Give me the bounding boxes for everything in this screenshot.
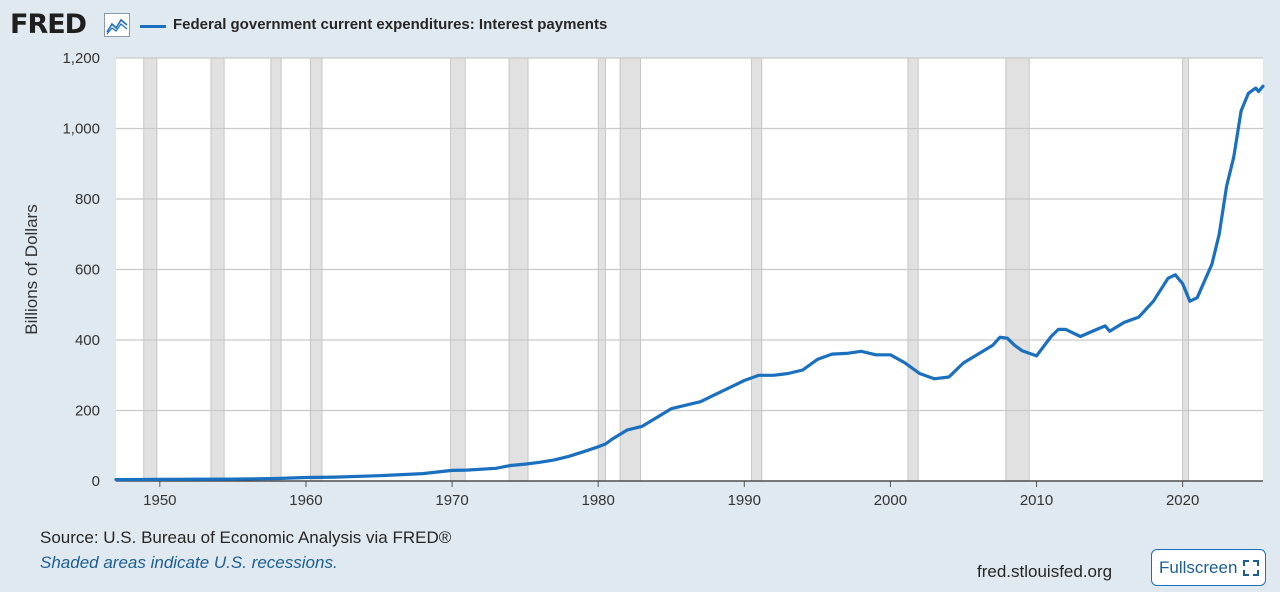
y-tick-label: 400 <box>75 332 100 349</box>
x-tick-label: 2000 <box>874 492 907 509</box>
legend-series-label: Federal government current expenditures:… <box>173 16 608 33</box>
y-axis-label: Billions of Dollars <box>22 204 41 334</box>
x-tick-label: 1960 <box>289 492 322 509</box>
fullscreen-button[interactable]: Fullscreen <box>1151 549 1266 586</box>
x-tick-label: 1970 <box>435 492 468 509</box>
recession-note: Shaded areas indicate U.S. recessions. <box>40 553 338 572</box>
trend-chart-icon <box>104 13 130 37</box>
legend-line-swatch <box>140 25 166 28</box>
y-tick-label: 1,200 <box>62 50 100 67</box>
y-tick-label: 1,000 <box>62 121 100 138</box>
y-tick-label: 200 <box>75 403 100 420</box>
x-tick-label: 1950 <box>143 492 176 509</box>
x-tick-label: 1990 <box>728 492 761 509</box>
source-text: Source: U.S. Bureau of Economic Analysis… <box>40 528 452 547</box>
line-chart: 0 200 400 600 800 1,000 1,200 1950 1960 1970 1980 1… <box>22 50 1265 509</box>
y-tick-label: 800 <box>75 191 100 208</box>
fred-logo[interactable]: FRED <box>10 9 87 40</box>
fullscreen-label: Fullscreen <box>1159 558 1238 577</box>
y-tick-label: 0 <box>92 473 100 490</box>
x-tick-label: 2020 <box>1166 492 1199 509</box>
site-url[interactable]: fred.stlouisfed.org <box>977 562 1113 581</box>
x-tick-label: 2010 <box>1020 492 1053 509</box>
y-tick-label: 600 <box>75 262 100 279</box>
series-line <box>114 84 1265 482</box>
x-tick-label: 1980 <box>581 492 614 509</box>
expand-icon <box>1243 560 1259 576</box>
